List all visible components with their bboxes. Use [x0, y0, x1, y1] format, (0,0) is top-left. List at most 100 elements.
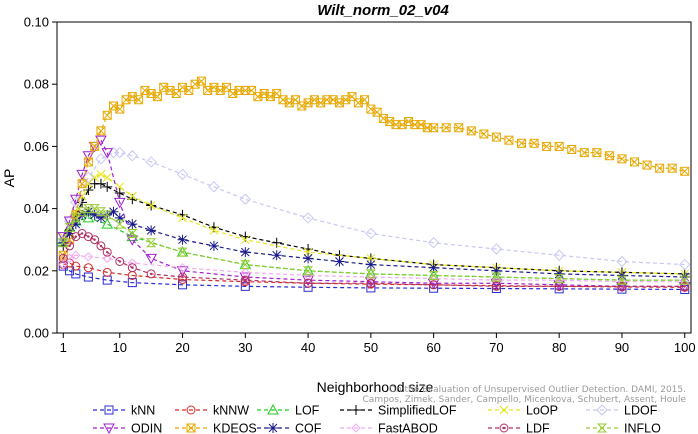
- x-tick-label: 50: [364, 340, 378, 355]
- series-line-ldof: [62, 152, 685, 266]
- data-point-cof: [127, 219, 138, 230]
- data-point-ldf: [77, 228, 87, 238]
- legend: kNN kNNW LOF SimplifiedLOF LoOP LDOF ODIN KDEOS…: [93, 404, 661, 434]
- data-point-ldf: [429, 280, 439, 290]
- data-point-cof: [554, 268, 565, 279]
- data-point-simplifiedlof: [95, 178, 106, 189]
- x-axis: 1 10 20 30 40 50 60 70 80 90 100: [60, 333, 696, 355]
- data-point-kdeos: [517, 138, 527, 148]
- data-point-kdeos: [429, 123, 439, 133]
- data-point-fastabod: [554, 275, 564, 285]
- data-point-ldf: [83, 232, 93, 242]
- legend-marker: [186, 423, 196, 433]
- chart-title: Wilt_norm_02_v04: [317, 2, 449, 19]
- data-point-kdeos: [83, 157, 93, 167]
- data-point-loop: [146, 201, 156, 210]
- data-point-kdeos: [404, 117, 414, 127]
- data-point-knn: [83, 272, 93, 282]
- legend-item-ldf: LDF: [488, 422, 550, 434]
- data-point-kdeos: [504, 135, 514, 145]
- data-point-kdeos: [441, 123, 451, 133]
- data-point-ldof: [616, 255, 628, 268]
- data-point-kdeos: [630, 157, 640, 167]
- data-point-inflo: [365, 269, 377, 279]
- legend-label: FastABOD: [378, 422, 438, 434]
- data-point-ldf: [617, 281, 627, 291]
- series-ldf: [58, 228, 690, 291]
- data-point-odin: [95, 135, 107, 147]
- data-point-kdeos: [328, 95, 338, 105]
- data-point-odin: [126, 235, 139, 246]
- legend-item-lof: LOF: [257, 404, 320, 418]
- data-point-lof: [82, 211, 95, 223]
- series-line-cof: [62, 210, 685, 278]
- data-point-cof: [70, 219, 81, 230]
- data-point-ldf: [115, 256, 125, 266]
- x-tick-label: 20: [175, 340, 189, 355]
- data-point-kdeos: [90, 141, 100, 151]
- x-tick-label: 100: [674, 340, 696, 355]
- data-point-loop: [127, 191, 137, 201]
- data-point-kdeos: [96, 126, 106, 136]
- data-point-inflo: [95, 207, 107, 217]
- data-point-ldof: [302, 212, 314, 224]
- plot-area: [56, 21, 692, 334]
- data-point-odin: [82, 151, 95, 162]
- data-point-kdeos: [642, 160, 652, 170]
- data-point-kdeos: [77, 179, 87, 189]
- legend-item-loop: LoOP: [488, 404, 558, 418]
- data-point-inflo: [553, 274, 565, 284]
- data-point-cof: [83, 206, 94, 217]
- legend-label: kNNW: [213, 404, 249, 418]
- legend-item-knnw: kNNW: [175, 404, 249, 418]
- data-point-kdeos: [567, 145, 577, 155]
- data-point-fastabod: [177, 262, 188, 273]
- legend-label: COF: [295, 422, 322, 434]
- data-point-kdeos: [121, 95, 131, 105]
- data-point-kdeos: [454, 123, 464, 133]
- x-tick-label: 30: [238, 340, 252, 355]
- data-point-ldof: [365, 227, 377, 240]
- data-point-fastabod: [428, 273, 439, 284]
- y-tick-label: 0.08: [24, 77, 49, 92]
- legend-marker: [267, 403, 279, 415]
- x-tick-label: 40: [301, 340, 315, 355]
- data-point-inflo: [64, 222, 75, 232]
- data-point-cof: [616, 270, 627, 281]
- series-odin: [57, 135, 691, 293]
- data-point-kdeos: [604, 151, 614, 161]
- x-tick-label: 10: [113, 340, 127, 355]
- data-point-ldf: [58, 253, 68, 263]
- legend-marker: [268, 423, 278, 433]
- data-point-kdeos: [115, 104, 125, 114]
- data-point-odin: [176, 266, 189, 277]
- data-point-ldf: [303, 278, 313, 288]
- data-point-ldof: [553, 249, 565, 261]
- legend-label: LoOP: [526, 404, 558, 418]
- data-point-kdeos: [360, 95, 370, 105]
- data-point-loop: [90, 173, 100, 182]
- legend-marker: [103, 423, 115, 434]
- data-point-ldof: [145, 156, 157, 168]
- data-point-ldf: [366, 278, 376, 288]
- series-inflo: [58, 204, 690, 285]
- data-point-cof: [240, 247, 251, 258]
- legend-label: INFLO: [624, 422, 661, 434]
- data-point-fastabod: [71, 250, 81, 260]
- data-point-odin: [145, 253, 158, 265]
- legend-marker: [596, 404, 608, 416]
- legend-marker: [186, 405, 196, 415]
- data-point-ldof: [427, 237, 440, 249]
- data-point-cof: [428, 262, 439, 273]
- data-point-ldf: [491, 281, 501, 291]
- legend-item-cof: COF: [257, 422, 322, 434]
- series-line-inflo: [62, 208, 685, 281]
- data-point-kdeos: [134, 95, 144, 105]
- data-point-kdeos: [617, 154, 627, 164]
- data-point-inflo: [428, 270, 439, 280]
- legend-label: LDF: [526, 422, 550, 434]
- data-point-odin: [76, 169, 88, 181]
- data-point-kdeos: [680, 166, 690, 176]
- data-point-ldof: [239, 193, 252, 205]
- data-point-fastabod: [366, 272, 376, 282]
